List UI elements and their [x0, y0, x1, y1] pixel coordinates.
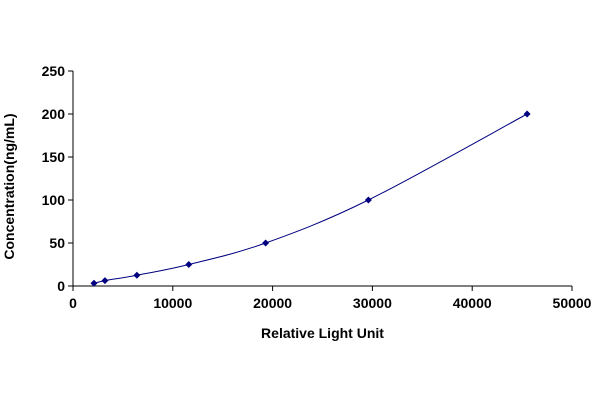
y-tick-label: 100 [42, 192, 66, 208]
y-tick-label: 0 [57, 278, 65, 294]
data-point [262, 239, 270, 247]
data-point [101, 277, 109, 285]
data-point [364, 196, 372, 204]
data-point [185, 261, 193, 268]
y-tick-label: 250 [42, 63, 66, 79]
data-point [523, 110, 531, 118]
data-point [133, 271, 141, 279]
trendline [93, 113, 528, 284]
data-points [90, 110, 531, 287]
y-axis-title: Concentration(ng/mL) [1, 113, 17, 259]
x-tick-label: 40000 [453, 295, 492, 311]
y-tick-label: 150 [42, 149, 66, 165]
x-tick-label: 20000 [253, 295, 292, 311]
axes [72, 71, 572, 287]
x-axis-title: Relative Light Unit [261, 325, 384, 341]
y-tick-label: 200 [42, 106, 66, 122]
x-tick-label: 0 [69, 295, 77, 311]
ticks: 0 10000 20000 30000 40000 50000 0 50 100 150 200 25… [42, 63, 592, 311]
x-tick-label: 50000 [553, 295, 592, 311]
trend-curve [93, 113, 528, 284]
x-tick-label: 30000 [353, 295, 392, 311]
data-point [90, 279, 98, 287]
y-tick-label: 50 [49, 235, 65, 251]
x-tick-label: 10000 [153, 295, 192, 311]
